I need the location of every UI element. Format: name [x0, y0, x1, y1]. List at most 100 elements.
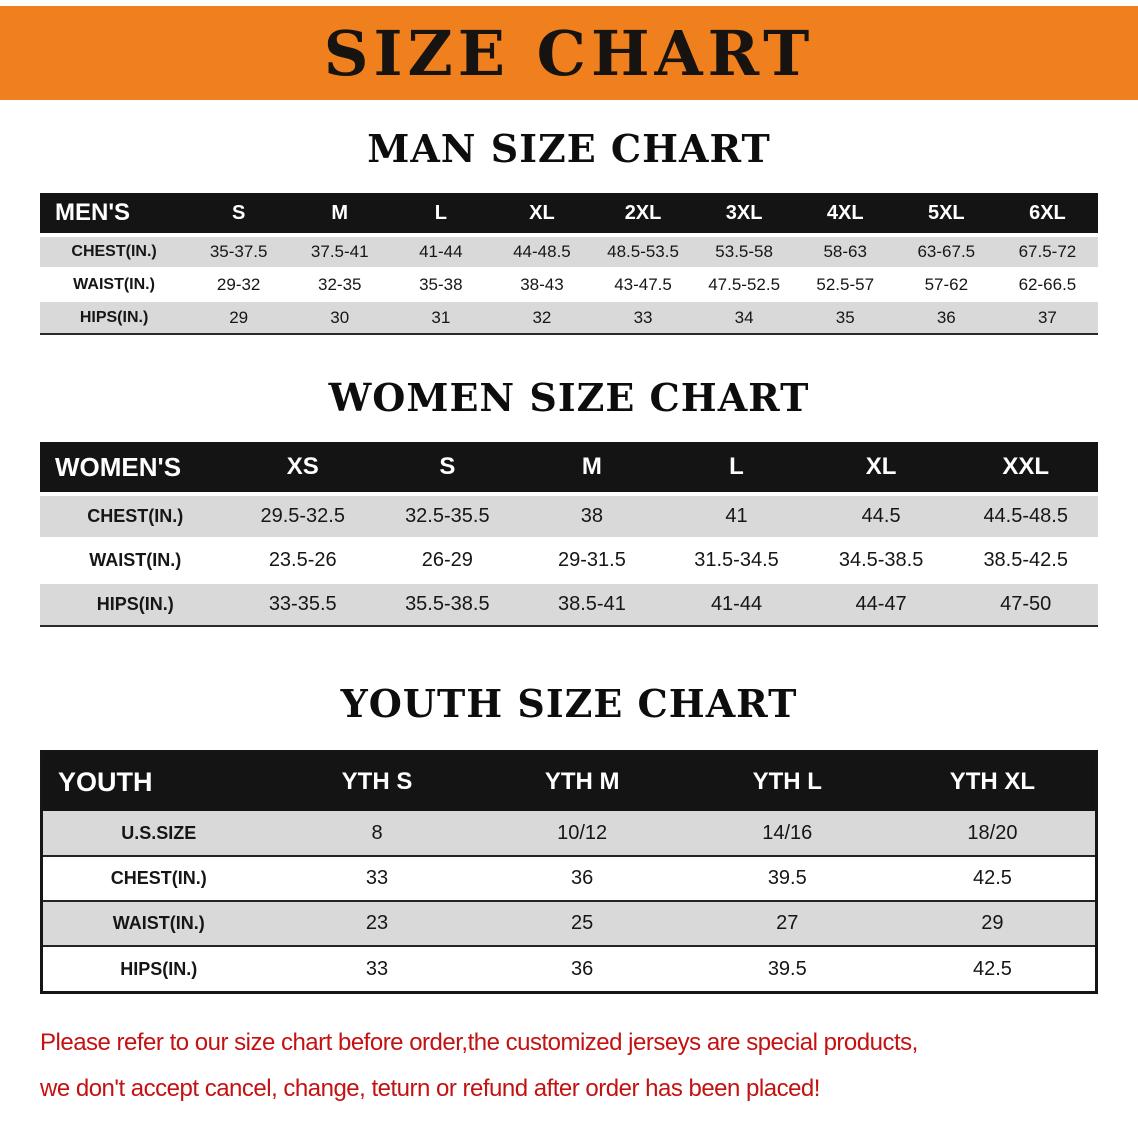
men-column-header: M	[289, 193, 391, 237]
men-table-wrap: MEN'S S M L XL 2XL 3XL 4XL 5XL 6XL CHEST(IN.) 35-3…	[40, 193, 1098, 335]
men-table-row: HIPS(IN.) 29 30 31 32 33 34 35 36 37	[40, 301, 1098, 335]
men-table-cell: 33	[592, 301, 694, 335]
women-row-label: CHEST(IN.)	[40, 494, 231, 540]
women-table-cell: 34.5-38.5	[808, 538, 954, 584]
youth-table-cell: 33	[274, 856, 480, 902]
disclaimer-line-1: Please refer to our size chart before or…	[40, 1029, 918, 1056]
women-table-wrap: WOMEN'S XS S M L XL XXL CHEST(IN.) 29.5-32.5 32.…	[40, 442, 1098, 627]
men-column-header: 2XL	[592, 193, 694, 237]
youth-column-header: YTH M	[479, 753, 685, 811]
men-column-header: 3XL	[693, 193, 795, 237]
charts-container: MAN SIZE CHART MEN'S S M L XL 2XL 3XL 4XL 5XL 6XL…	[0, 126, 1138, 994]
youth-section-heading: YOUTH SIZE CHART	[340, 681, 798, 726]
women-column-header: S	[375, 442, 520, 496]
youth-table-row: U.S.SIZE 8 10/12 14/16 18/20	[43, 811, 1095, 857]
women-column-header: XS	[230, 442, 376, 496]
men-row-label: CHEST(IN.)	[40, 235, 189, 269]
youth-table-cell: 10/12	[479, 811, 685, 857]
men-table-cell: 63-67.5	[895, 235, 997, 269]
men-table-cell: 43-47.5	[592, 268, 694, 302]
men-corner-label: MEN'S	[40, 193, 189, 237]
men-table-body: CHEST(IN.) 35-37.5 37.5-41 41-44 44-48.5 48.5…	[40, 235, 1098, 335]
men-table-cell: 67.5-72	[996, 235, 1098, 269]
youth-table-cell: 14/16	[684, 811, 890, 857]
youth-table-cell: 39.5	[767, 957, 807, 980]
men-table-cell: 32-35	[289, 268, 391, 302]
women-table-header-row: WOMEN'S XS S M L XL XXL	[40, 442, 1098, 496]
women-column-header: XXL	[953, 442, 1098, 496]
youth-table-cell: 29	[889, 901, 1095, 947]
youth-table-cell: 36	[479, 856, 685, 902]
youth-table-cell: 42.5	[972, 957, 1012, 980]
women-table-row: WAIST(IN.) 23.5-26 26-29 29-31.5 31.5-34.5 34…	[40, 538, 1098, 584]
youth-table-row: WAIST(IN.) 23 25 27 29	[43, 901, 1095, 947]
men-table-cell: 32	[491, 301, 593, 335]
women-table-cell: 41	[664, 494, 809, 540]
men-column-header: 5XL	[895, 193, 997, 237]
women-table-cell: 26-29	[375, 538, 520, 584]
women-column-header: XL	[808, 442, 954, 496]
men-table-cell: 58-63	[794, 235, 896, 269]
youth-table-cell: 27	[684, 901, 890, 947]
women-column-header: M	[519, 442, 665, 496]
youth-table-cell: 18/20	[889, 811, 1095, 857]
men-table-cell: 57-62	[895, 268, 997, 302]
youth-table-wrap: YOUTH YTH S YTH M YTH L YTH XL U.S.SIZE 8 10/1…	[40, 750, 1098, 994]
women-row-label: HIPS(IN.)	[40, 582, 231, 627]
men-table-cell: 48.5-53.5	[592, 235, 694, 269]
men-table-cell: 41-44	[390, 235, 492, 269]
youth-row-label: U.S.SIZE	[43, 811, 275, 857]
men-table-cell: 37.5-41	[289, 235, 391, 269]
men-table-cell: 31	[390, 301, 492, 335]
disclaimer: Please refer to our size chart before or…	[40, 1020, 1118, 1112]
women-table-cell: 44.5	[808, 494, 954, 540]
men-column-header: S	[188, 193, 290, 237]
women-table-cell: 47-50	[953, 582, 1098, 627]
women-row-label: WAIST(IN.)	[40, 538, 231, 584]
men-row-label: WAIST(IN.)	[40, 268, 189, 302]
women-section-heading: WOMEN SIZE CHART	[328, 375, 810, 420]
men-table-header-row: MEN'S S M L XL 2XL 3XL 4XL 5XL 6XL	[40, 193, 1098, 237]
men-table-cell: 29	[188, 301, 290, 335]
section-men: MAN SIZE CHART MEN'S S M L XL 2XL 3XL 4XL 5XL 6XL…	[0, 126, 1138, 335]
youth-row-label: WAIST(IN.)	[43, 901, 275, 947]
youth-table-cell: 33	[365, 957, 389, 980]
youth-table-cell: 42.5	[889, 856, 1095, 902]
men-table-cell: 44-48.5	[491, 235, 593, 269]
men-table-row: CHEST(IN.) 35-37.5 37.5-41 41-44 44-48.5 48.5…	[40, 235, 1098, 269]
men-size-table: MEN'S S M L XL 2XL 3XL 4XL 5XL 6XL CHEST(IN.) 35-3…	[40, 193, 1098, 335]
men-column-header: XL	[491, 193, 593, 237]
men-table-cell: 37	[996, 301, 1098, 335]
women-table-cell: 23.5-26	[230, 538, 376, 584]
men-table-cell: 47.5-52.5	[693, 268, 795, 302]
youth-table-cell: 8	[274, 811, 480, 857]
women-table-cell: 44-47	[808, 582, 954, 627]
youth-size-table: YOUTH YTH S YTH M YTH L YTH XL U.S.SIZE 8 10/1…	[43, 753, 1095, 991]
youth-row-label: CHEST(IN.)	[43, 856, 275, 902]
men-column-header: 4XL	[794, 193, 896, 237]
men-table-cell: 29-32	[188, 268, 290, 302]
women-table-row: HIPS(IN.) 33-35.5 35.5-38.5 38.5-41 41-44 44-…	[40, 582, 1098, 627]
women-table-cell: 32.5-35.5	[375, 494, 520, 540]
women-table-cell: 44.5-48.5	[953, 494, 1098, 540]
men-section-heading: MAN SIZE CHART	[367, 126, 771, 171]
section-women: WOMEN SIZE CHART WOMEN'S XS S M L XL XXL CHEST…	[0, 375, 1138, 627]
women-table-cell: 29-31.5	[519, 538, 665, 584]
youth-table-cell: 39.5	[684, 856, 890, 902]
men-table-cell: 62-66.5	[996, 268, 1098, 302]
men-column-header: 6XL	[996, 193, 1098, 237]
men-table-cell: 38-43	[491, 268, 593, 302]
men-table-cell: 53.5-58	[693, 235, 795, 269]
youth-table-header-row: YOUTH YTH S YTH M YTH L YTH XL	[43, 753, 1095, 811]
women-table-body: CHEST(IN.) 29.5-32.5 32.5-35.5 38 41 44.5 44.5…	[40, 494, 1098, 627]
men-table-cell: 30	[289, 301, 391, 335]
women-table-row: CHEST(IN.) 29.5-32.5 32.5-35.5 38 41 44.5 44.5…	[40, 494, 1098, 540]
youth-corner-label: YOUTH	[43, 753, 275, 811]
size-chart-banner: SIZE CHART	[0, 6, 1138, 100]
women-corner-label: WOMEN'S	[40, 442, 231, 496]
men-table-cell: 35	[794, 301, 896, 335]
youth-column-header: YTH L	[684, 753, 890, 811]
men-table-cell: 52.5-57	[794, 268, 896, 302]
men-table-cell: 35-38	[390, 268, 492, 302]
youth-table-row: CHEST(IN.) 33 36 39.5 42.5	[43, 856, 1095, 902]
